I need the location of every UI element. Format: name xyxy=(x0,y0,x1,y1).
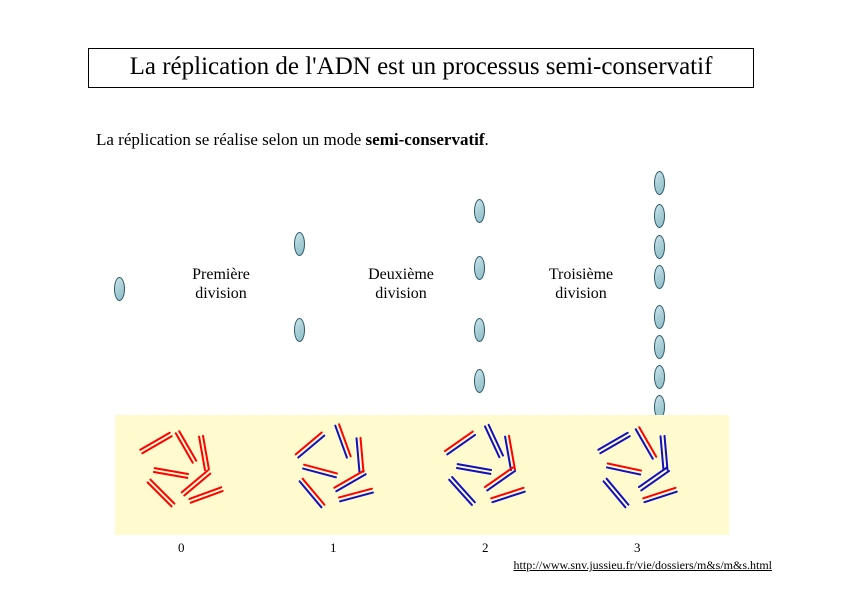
dna-rod-icon xyxy=(606,462,642,475)
subtitle-prefix: La réplication se réalise selon un mode xyxy=(96,130,366,149)
divisions-diagram: Première division Deuxième division Troi… xyxy=(96,165,756,405)
dna-rod-icon xyxy=(634,426,657,460)
dna-cluster xyxy=(128,430,238,520)
page-title: La réplication de l'ADN est un processus… xyxy=(130,53,713,80)
dna-molecule-icon xyxy=(114,277,125,301)
dna-cluster xyxy=(280,430,390,520)
dna-rod-icon xyxy=(444,430,477,456)
dna-rod-icon xyxy=(294,431,325,459)
dna-molecule-icon xyxy=(654,204,665,228)
generation-label-0: 0 xyxy=(178,540,185,556)
dna-rod-icon xyxy=(355,437,364,473)
dna-rod-icon xyxy=(174,430,197,464)
dna-molecule-icon xyxy=(654,335,665,359)
subtitle: La réplication se réalise selon un mode … xyxy=(96,130,489,150)
dna-rod-icon xyxy=(456,463,492,475)
dna-rod-icon xyxy=(302,463,338,478)
citation-link[interactable]: http://www.snv.jussieu.fr/vie/dossiers/m… xyxy=(514,558,772,573)
dna-rod-icon xyxy=(153,467,189,479)
dna-molecule-icon xyxy=(654,365,665,389)
dna-cluster xyxy=(432,430,542,520)
dna-rod-icon xyxy=(298,477,326,508)
dna-rod-icon xyxy=(490,487,526,504)
dna-molecule-icon xyxy=(474,256,485,280)
dna-molecule-icon xyxy=(654,305,665,329)
generation-label-3: 3 xyxy=(634,540,641,556)
dna-molecule-icon xyxy=(474,318,485,342)
label-division-3: Troisième division xyxy=(536,265,626,303)
dna-rod-icon xyxy=(602,477,630,508)
dna-rod-icon xyxy=(338,487,374,502)
dna-molecule-icon xyxy=(294,318,305,342)
dna-rod-icon xyxy=(139,431,173,454)
label-division-2: Deuxième division xyxy=(356,265,446,303)
dna-rod-icon xyxy=(642,487,678,504)
dna-molecule-icon xyxy=(474,369,485,393)
dna-rod-icon xyxy=(638,466,671,492)
dna-rod-icon xyxy=(504,435,516,471)
dna-molecule-icon xyxy=(654,235,665,259)
dna-rod-icon xyxy=(448,476,477,507)
dna-molecule-icon xyxy=(474,199,485,223)
dna-molecule-icon xyxy=(654,265,665,289)
dna-rod-icon xyxy=(146,478,176,508)
generation-label-1: 1 xyxy=(330,540,337,556)
generation-label-2: 2 xyxy=(482,540,489,556)
dna-rod-icon xyxy=(597,431,631,454)
page-title-box: La réplication de l'ADN est un processus… xyxy=(88,48,754,88)
dna-molecule-icon xyxy=(294,232,305,256)
dna-molecule-icon xyxy=(654,171,665,195)
dna-cluster xyxy=(584,430,694,520)
dna-rod-icon xyxy=(198,435,210,471)
label-division-1: Première division xyxy=(176,265,266,303)
subtitle-bold: semi-conservatif xyxy=(366,130,485,149)
subtitle-suffix: . xyxy=(485,130,489,149)
